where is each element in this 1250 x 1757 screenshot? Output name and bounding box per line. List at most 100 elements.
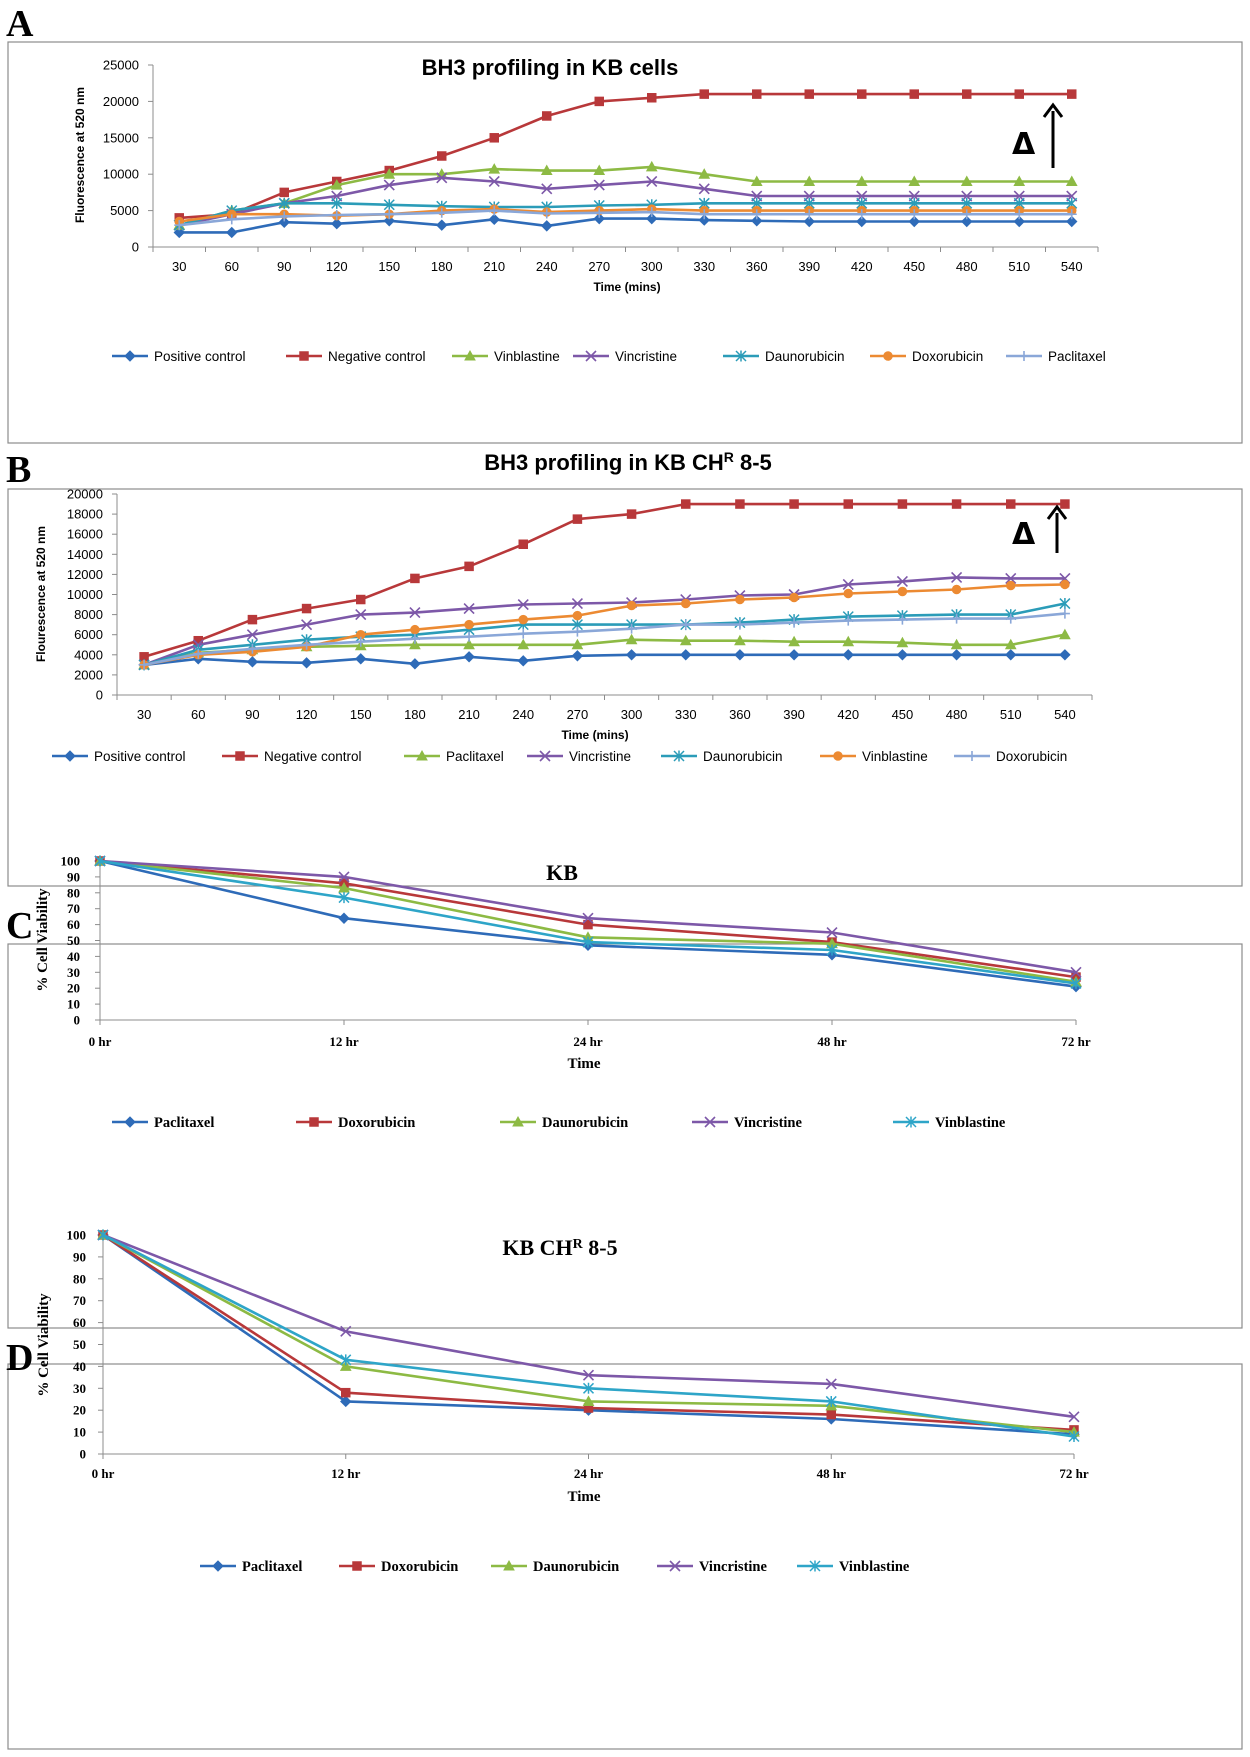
legend-item-paclitaxel: Paclitaxel xyxy=(1006,349,1106,364)
data-point-paclitaxel xyxy=(384,209,395,220)
data-point-negative-control xyxy=(518,539,528,549)
data-point-vinblastine xyxy=(826,944,838,956)
legend-item-vinblastine: Vinblastine xyxy=(893,1115,1006,1131)
data-point-negative-control xyxy=(843,499,853,509)
series-positive-control xyxy=(173,212,1078,239)
panel-a-frame xyxy=(7,41,1243,444)
data-point-vincristine xyxy=(246,629,258,641)
legend-item-vincristine: Vincristine xyxy=(657,1559,767,1575)
data-point-positive-control xyxy=(409,658,421,670)
series-line-daunorubicin xyxy=(143,602,1066,667)
y-tick-label: 10 xyxy=(67,997,80,1012)
data-point-vincristine xyxy=(896,575,908,588)
data-point-negative-control xyxy=(647,93,657,103)
x-tick-label: 120 xyxy=(296,707,318,722)
data-point-vincristine xyxy=(517,598,529,611)
legend-item-vinblastine: Vinblastine xyxy=(820,749,928,764)
y-tick-label: 70 xyxy=(67,901,80,916)
data-point-paclitaxel xyxy=(541,208,552,219)
legend-item-daunorubicin: Daunorubicin xyxy=(661,749,783,764)
legend-item-doxorubicin: Doxorubicin xyxy=(954,749,1067,764)
y-tick-label: 6000 xyxy=(74,627,103,642)
data-point-positive-control xyxy=(488,213,500,226)
data-point-positive-control xyxy=(950,649,963,661)
x-tick-label: 150 xyxy=(350,707,372,722)
chart-title: KB xyxy=(546,860,578,885)
data-point-vinblastine xyxy=(94,855,106,867)
data-point-paclitaxel xyxy=(909,209,920,220)
series-positive-control xyxy=(138,649,1071,671)
y-tick-label: 50 xyxy=(67,933,80,948)
y-tick-label: 80 xyxy=(67,885,80,900)
data-point-positive-control xyxy=(541,220,553,232)
data-point-paclitaxel xyxy=(226,214,237,225)
data-point-paclitaxel xyxy=(804,209,815,220)
legend-marker xyxy=(416,749,428,761)
data-point-negative-control xyxy=(542,111,552,121)
chart-bh3-kb: 0 5000 10000 15000 20000 25000 30 60 90 120 150 180… xyxy=(73,55,1106,364)
data-point-vincristine xyxy=(825,1378,837,1390)
data-point-daunorubicin xyxy=(1059,598,1071,610)
data-point-vincristine xyxy=(301,619,313,631)
data-point-vinblastine xyxy=(330,179,343,190)
y-tick-label: 12000 xyxy=(67,567,103,582)
data-point-daunorubicin xyxy=(339,1360,352,1371)
data-point-vinblastine xyxy=(464,619,474,630)
data-point-vinblastine xyxy=(951,584,962,595)
data-point-vinblastine xyxy=(518,614,528,625)
data-point-paclitaxel xyxy=(896,636,909,648)
series-line-vincristine xyxy=(179,176,1072,227)
legend-item-daunorubicin: Daunorubicin xyxy=(723,349,845,364)
x-tick-label: 360 xyxy=(746,259,768,274)
data-point-vinblastine xyxy=(97,1229,109,1241)
legend-label: Doxorubicin xyxy=(381,1559,458,1575)
data-point-vinblastine xyxy=(626,600,637,611)
data-point-vincristine xyxy=(340,1325,352,1337)
data-point-doxorubicin xyxy=(626,623,637,634)
data-point-positive-control xyxy=(751,215,763,227)
series-vincristine xyxy=(173,172,1078,231)
legend-item-vincristine: Vincristine xyxy=(692,1115,802,1131)
data-point-positive-control xyxy=(278,216,290,228)
legend-marker xyxy=(1019,351,1029,361)
series-line-positive-control xyxy=(143,653,1065,667)
series-line-vinblastine xyxy=(143,583,1065,667)
data-point-daunorubicin xyxy=(582,1395,595,1406)
data-point-doxorubicin xyxy=(843,615,854,626)
data-point-paclitaxel xyxy=(1059,628,1071,640)
y-tick-label: 15000 xyxy=(103,130,139,145)
y-tick-label: 5000 xyxy=(110,203,139,218)
series-vincristine xyxy=(138,571,1071,671)
legend-marker xyxy=(704,1116,716,1128)
x-tick-label: 60 xyxy=(225,259,239,274)
y-tick-label: 60 xyxy=(73,1315,86,1330)
data-point-vincristine xyxy=(1068,1411,1080,1423)
x-tick-label: 390 xyxy=(783,707,805,722)
legend-marker xyxy=(64,750,76,762)
x-tick-label: 72 hr xyxy=(1059,1466,1088,1481)
legend-label: Vincristine xyxy=(734,1115,802,1131)
legend-item-vincristine: Vincristine xyxy=(527,749,631,764)
data-point-positive-control xyxy=(1059,649,1071,661)
legend-marker xyxy=(905,1116,917,1128)
data-point-vinblastine xyxy=(843,588,853,599)
data-point-positive-control xyxy=(331,217,343,230)
legend-label: Doxorubicin xyxy=(996,749,1067,764)
legend-label: Positive control xyxy=(154,349,246,364)
data-point-vincristine xyxy=(541,183,553,195)
data-point-negative-control xyxy=(279,187,289,198)
legend-marker xyxy=(883,351,893,361)
x-tick-label: 120 xyxy=(326,259,348,274)
x-tick-label: 510 xyxy=(1000,707,1022,722)
y-tick-label: 10000 xyxy=(67,587,103,602)
legend-marker xyxy=(124,350,136,362)
series-line-positive-control xyxy=(179,217,1072,234)
data-point-negative-control xyxy=(572,514,583,524)
chart-title: BH3 profiling in KB CHR 8-5 xyxy=(484,449,772,475)
data-point-paclitaxel xyxy=(751,209,762,220)
data-point-negative-control xyxy=(752,89,762,99)
legend-label: Doxorubicin xyxy=(912,349,983,364)
x-tick-label: 420 xyxy=(837,707,859,722)
data-point-vinblastine xyxy=(735,594,745,605)
panel-letter-c: C xyxy=(6,905,33,947)
